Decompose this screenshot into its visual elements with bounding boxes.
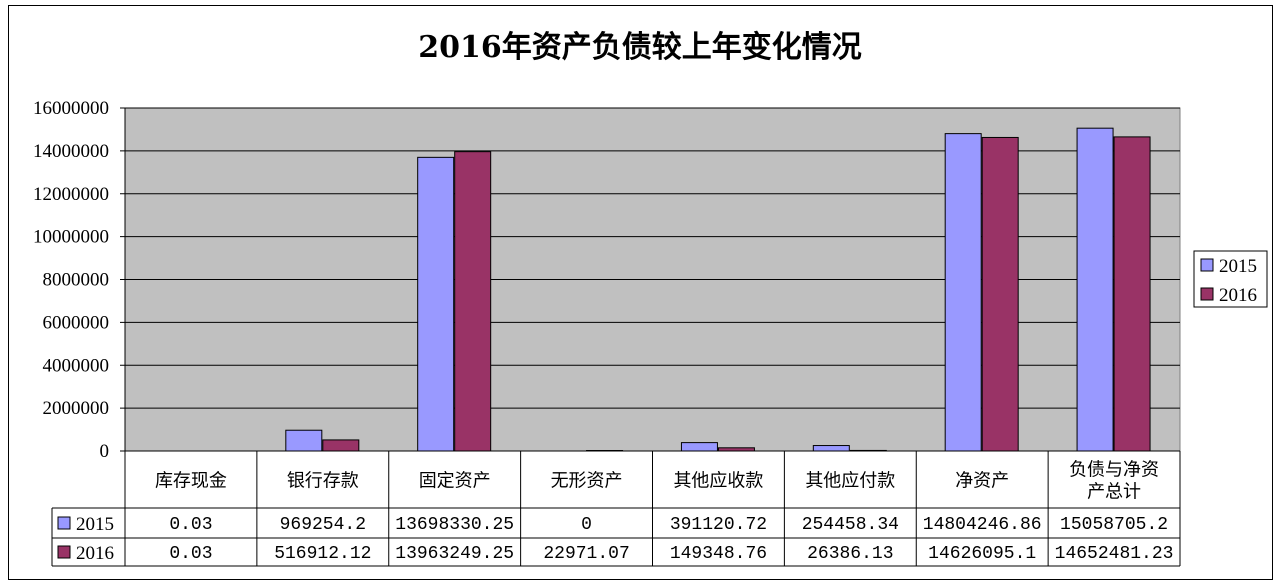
data-label-2016-6: 14626095.1 bbox=[928, 544, 1036, 564]
chart-title: 2016年资产负债较上年变化情况 bbox=[418, 30, 862, 65]
data-label-2015-1: 969254.2 bbox=[280, 515, 366, 535]
data-label-2016-5: 26386.13 bbox=[807, 544, 893, 564]
y-tick-label: 2000000 bbox=[43, 398, 110, 419]
y-tick-label: 10000000 bbox=[33, 227, 109, 248]
y-tick-label: 8000000 bbox=[43, 270, 110, 291]
legend: 2015 2016 bbox=[1193, 250, 1268, 308]
category-label: 库存现金 bbox=[155, 471, 227, 492]
data-label-2016-7: 14652481.23 bbox=[1055, 544, 1174, 564]
bar-2016-7 bbox=[1113, 136, 1151, 452]
y-tick-label: 12000000 bbox=[33, 184, 109, 205]
bar-2015-4 bbox=[680, 442, 718, 452]
category-label: 净资产 bbox=[955, 471, 1009, 492]
row-key-2015 bbox=[57, 516, 71, 530]
data-label-2016-0: 0.03 bbox=[169, 544, 212, 564]
legend-label-2016: 2016 bbox=[1219, 285, 1257, 306]
legend-swatch-2015 bbox=[1200, 258, 1214, 272]
y-tick-label: 16000000 bbox=[33, 98, 109, 119]
row-label-2015: 2015 bbox=[76, 514, 114, 535]
y-tick-label: 6000000 bbox=[43, 312, 110, 333]
category-label: 其他应付款 bbox=[805, 471, 895, 492]
data-label-2015-4: 391120.72 bbox=[670, 515, 767, 535]
bar-2015-1 bbox=[285, 429, 323, 452]
row-label-2016: 2016 bbox=[76, 543, 114, 564]
y-tick-label: 0 bbox=[100, 441, 110, 462]
category-label: 负债与净资 bbox=[1069, 460, 1159, 481]
category-label: 固定资产 bbox=[419, 471, 491, 492]
data-label-2015-0: 0.03 bbox=[169, 515, 212, 535]
bar-2016-1 bbox=[322, 439, 360, 452]
bar-2015-5 bbox=[812, 445, 850, 452]
bar-2016-2 bbox=[454, 151, 492, 452]
category-label: 银行存款 bbox=[287, 471, 359, 492]
plot-area: 0 2000000 4000000 6000000 8000000 10000000 120… bbox=[33, 98, 1181, 462]
category-label: 其他应收款 bbox=[673, 471, 763, 492]
legend-swatch-2016 bbox=[1200, 287, 1214, 301]
data-label-2016-2: 13963249.25 bbox=[395, 544, 514, 564]
bar-2016-4 bbox=[717, 447, 755, 452]
y-tick-label: 4000000 bbox=[43, 355, 110, 376]
category-label: 产总计 bbox=[1087, 482, 1141, 503]
data-label-2015-7: 15058705.2 bbox=[1060, 515, 1168, 535]
data-label-2015-2: 13698330.25 bbox=[395, 515, 514, 535]
legend-label-2015: 2015 bbox=[1219, 256, 1257, 277]
data-label-2015-5: 254458.34 bbox=[802, 515, 899, 535]
data-label-2015-6: 14804246.86 bbox=[923, 515, 1042, 535]
data-label-2015-3: 0 bbox=[581, 515, 592, 535]
data-label-2016-3: 22971.07 bbox=[543, 544, 629, 564]
row-key-2016 bbox=[57, 545, 71, 559]
bar-2016-6 bbox=[981, 136, 1019, 452]
y-tick-label: 14000000 bbox=[33, 141, 109, 162]
category-label: 无形资产 bbox=[551, 471, 623, 492]
bar-2015-6 bbox=[944, 133, 982, 452]
data-label-2016-1: 516912.12 bbox=[274, 544, 371, 564]
bar-2016-5 bbox=[849, 449, 887, 452]
data-label-2016-4: 149348.76 bbox=[670, 544, 767, 564]
bar-2015-7 bbox=[1076, 127, 1114, 452]
bar-2015-2 bbox=[417, 156, 455, 452]
